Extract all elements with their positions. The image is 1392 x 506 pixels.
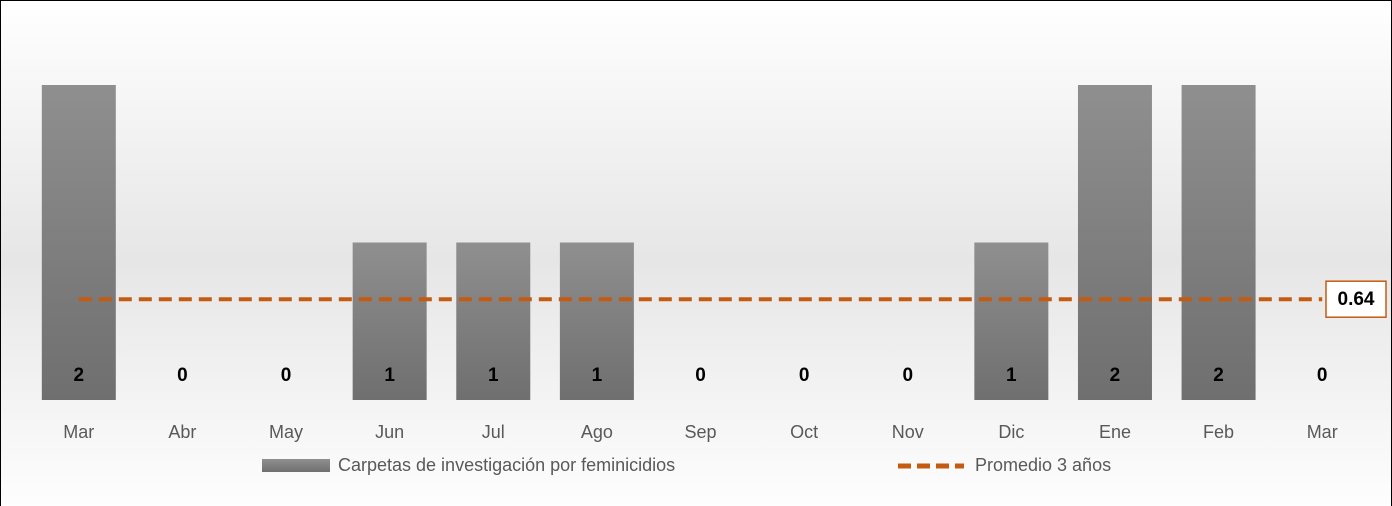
value-label: 1 [384,365,395,386]
bar [1077,85,1152,400]
bar [559,242,634,400]
x-tick-label: Sep [684,422,716,442]
value-label: 0 [799,365,810,386]
value-label: 0.64 [1338,289,1375,310]
x-tick-label: May [269,422,303,442]
x-tick-label: Ene [1099,422,1131,442]
value-label: 0 [695,365,706,386]
value-label: 1 [592,365,603,386]
value-label: 2 [74,365,85,386]
bar [456,242,531,400]
value-label: 0 [177,365,188,386]
value-label: 0 [281,365,292,386]
bar [352,242,427,400]
x-tick-label: Dic [998,422,1024,442]
value-label: 2 [1110,365,1121,386]
value-label: 0 [902,365,913,386]
x-tick-label: Abr [168,422,196,442]
value-label: 1 [488,365,499,386]
bar [41,85,116,400]
x-tick-label: Feb [1203,422,1234,442]
x-tick-label: Jul [482,422,505,442]
x-tick-label: Mar [63,422,94,442]
bar [1181,85,1256,400]
value-label: 2 [1213,365,1224,386]
legend-swatch [262,459,330,472]
x-tick-label: Jun [375,422,404,442]
value-label: 0 [1317,365,1328,386]
value-label: 1 [1006,365,1017,386]
x-tick-label: Oct [790,422,818,442]
legend-label: Promedio 3 años [975,455,1111,475]
value-label-box [1325,280,1387,318]
x-tick-label: Ago [581,422,613,442]
x-tick-label: Nov [892,422,924,442]
x-tick-label: Mar [1307,422,1338,442]
legend-label: Carpetas de investigación por feminicidi… [338,455,675,475]
bar [974,242,1049,400]
